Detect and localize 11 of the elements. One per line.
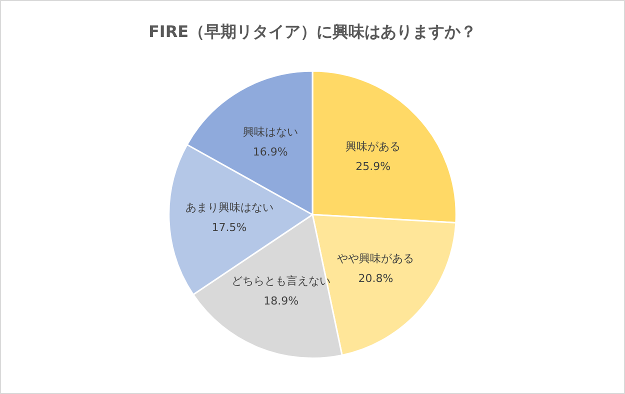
- slice-label: 興味がある: [346, 140, 401, 154]
- slice-label: どちらとも言えない: [232, 274, 331, 288]
- slice-label: やや興味がある: [337, 252, 414, 265]
- data-label: 17.5%: [212, 220, 247, 234]
- chart-title: FIRE（早期リタイア）に興味はありますか？: [148, 22, 477, 41]
- slice-label: 興味はない: [242, 126, 298, 139]
- data-label: 18.9%: [264, 294, 299, 308]
- data-label: 16.9%: [252, 146, 288, 159]
- data-label: 20.8%: [358, 272, 394, 285]
- slice-label: あまり興味はない: [185, 200, 274, 214]
- data-label: 25.9%: [356, 160, 391, 174]
